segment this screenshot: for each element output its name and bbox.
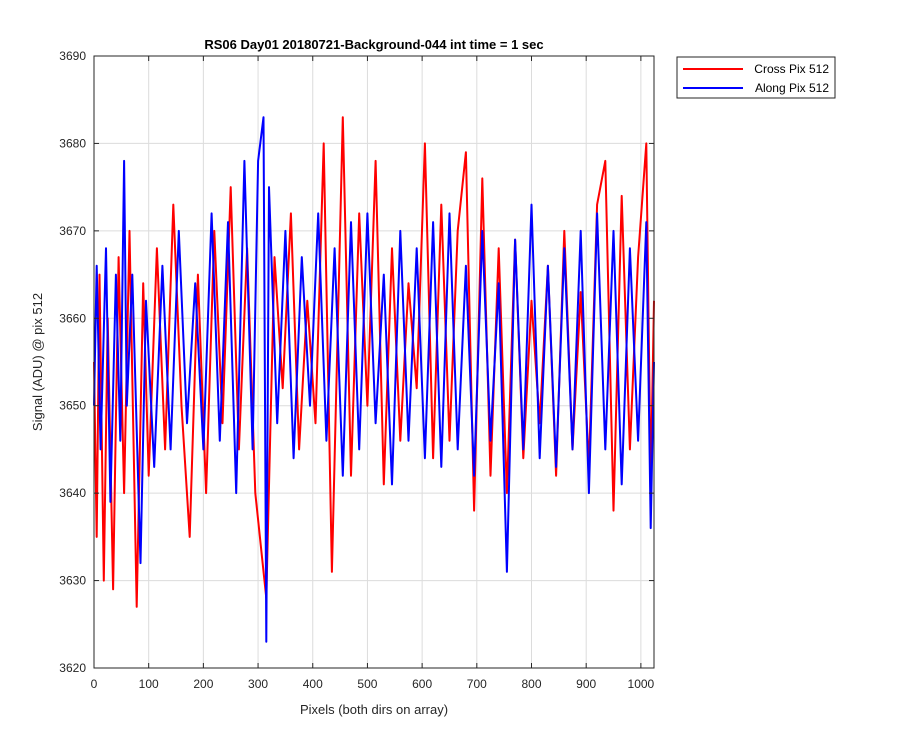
- y-tick-label: 3620: [59, 661, 86, 675]
- y-tick-label: 3630: [59, 574, 86, 588]
- y-tick-label: 3640: [59, 486, 86, 500]
- x-tick-label: 600: [412, 677, 432, 691]
- chart-title: RS06 Day01 20180721-Background-044 int t…: [204, 37, 543, 52]
- series-layer: [93, 116, 655, 643]
- y-axis-label: Signal (ADU) @ pix 512: [30, 293, 45, 431]
- y-tick-label: 3660: [59, 311, 86, 325]
- x-tick-label: 500: [357, 677, 377, 691]
- y-tick-label: 3690: [59, 49, 86, 63]
- plot-frame: [93, 55, 655, 669]
- x-tick-label: 800: [521, 677, 541, 691]
- x-tick-label: 300: [248, 677, 268, 691]
- x-tick-label: 0: [91, 677, 98, 691]
- y-tick-label: 3650: [59, 399, 86, 413]
- legend-label-cross-pix: Cross Pix 512: [754, 62, 829, 76]
- axis-ticks: 0 100 200 300 400 500 600 700 800 900 1000 3620 3630…: [59, 49, 654, 691]
- y-tick-label: 3670: [59, 224, 86, 238]
- x-tick-label: 700: [467, 677, 487, 691]
- x-tick-label: 400: [303, 677, 323, 691]
- y-tick-label: 3680: [59, 136, 86, 150]
- x-tick-label: 200: [193, 677, 213, 691]
- series-line-along-pix-512: [93, 116, 655, 643]
- legend[interactable]: Cross Pix 512 Along Pix 512: [676, 56, 836, 99]
- x-axis-label: Pixels (both dirs on array): [300, 702, 448, 717]
- x-tick-label: 900: [576, 677, 596, 691]
- x-tick-label: 1000: [628, 677, 655, 691]
- legend-box: [676, 56, 836, 99]
- legend-label-along-pix: Along Pix 512: [755, 81, 829, 95]
- x-tick-label: 100: [139, 677, 159, 691]
